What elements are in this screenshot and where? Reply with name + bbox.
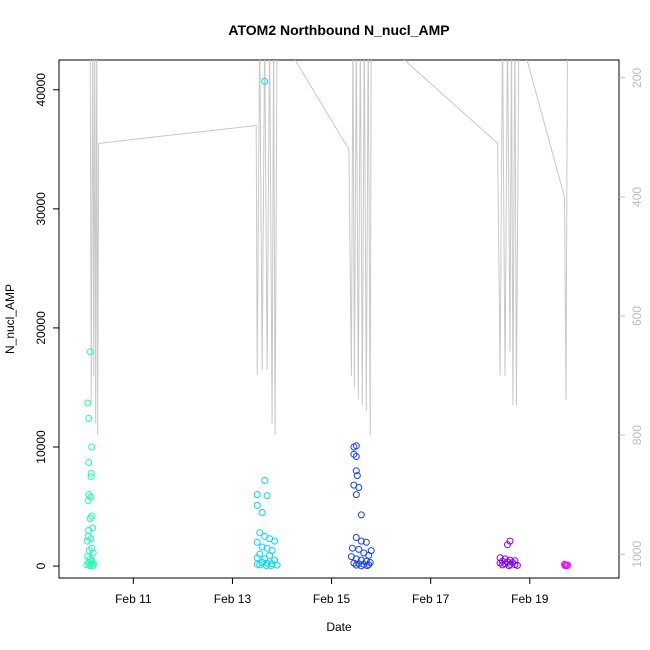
y2-tick-label: 800 bbox=[630, 425, 644, 445]
data-point bbox=[355, 545, 363, 553]
data-point bbox=[258, 509, 266, 516]
x-tick-label: Feb 15 bbox=[313, 592, 351, 606]
x-tick-label: Feb 17 bbox=[412, 592, 450, 606]
data-point bbox=[83, 537, 91, 545]
data-point bbox=[352, 467, 360, 475]
y2-tick-label: 600 bbox=[630, 306, 644, 326]
data-point bbox=[504, 541, 511, 549]
plot-area bbox=[58, 59, 620, 579]
data-point bbox=[365, 561, 373, 569]
data-point bbox=[352, 491, 360, 499]
data-point bbox=[362, 538, 370, 546]
data-point bbox=[352, 453, 360, 460]
y-tick-label: 40000 bbox=[34, 73, 48, 107]
y2-tick-label: 400 bbox=[630, 187, 644, 207]
data-point bbox=[84, 497, 92, 505]
data-point bbox=[271, 537, 279, 545]
y2-tick-label: 1000 bbox=[630, 541, 644, 568]
data-point bbox=[89, 562, 97, 570]
y2-tick-label: 200 bbox=[630, 68, 644, 88]
data-point bbox=[352, 534, 360, 541]
y-tick-label: 10000 bbox=[34, 430, 48, 464]
data-point bbox=[506, 560, 514, 568]
data-point bbox=[253, 538, 261, 546]
data-point bbox=[86, 562, 94, 569]
data-point bbox=[357, 511, 365, 519]
data-point bbox=[355, 484, 363, 491]
data-point bbox=[87, 535, 95, 543]
data-point bbox=[261, 77, 269, 85]
data-point bbox=[505, 562, 513, 570]
data-point bbox=[84, 399, 92, 407]
secondary-line-layer bbox=[89, 60, 568, 436]
plot-frame bbox=[58, 59, 620, 579]
data-point bbox=[87, 473, 95, 481]
x-tick-label: Feb 13 bbox=[214, 592, 252, 606]
data-point bbox=[86, 515, 94, 522]
data-point bbox=[352, 442, 360, 450]
data-point bbox=[499, 561, 506, 569]
data-point bbox=[86, 348, 94, 356]
data-point bbox=[256, 561, 264, 569]
data-point bbox=[88, 443, 96, 451]
y-axis: 0 10000 20000 30000 40000 bbox=[34, 73, 59, 569]
data-point bbox=[258, 543, 266, 551]
data-point bbox=[496, 554, 504, 562]
y-axis-label: N_nucl_AMP bbox=[3, 284, 17, 354]
chart-title: ATOM2 Northbound N_nucl_AMP bbox=[228, 22, 449, 38]
x-axis: Feb 11 Feb 13 Feb 15 Feb 17 Feb 19 bbox=[115, 578, 549, 606]
y2-axis-right: 200 400 600 800 1000 bbox=[619, 68, 644, 568]
data-point bbox=[563, 562, 571, 570]
data-point bbox=[87, 469, 95, 477]
data-point bbox=[256, 529, 264, 537]
data-point bbox=[350, 450, 358, 458]
data-point bbox=[262, 562, 270, 569]
data-point bbox=[348, 544, 356, 552]
data-point bbox=[352, 561, 360, 569]
data-point bbox=[261, 476, 269, 484]
x-tick-label: Feb 11 bbox=[115, 592, 152, 606]
data-point bbox=[253, 491, 261, 499]
data-point bbox=[253, 501, 261, 509]
data-point bbox=[85, 414, 93, 422]
data-point bbox=[266, 551, 274, 559]
x-axis-label: Date bbox=[326, 620, 352, 634]
y-tick-label: 0 bbox=[34, 562, 48, 569]
y-tick-label: 20000 bbox=[34, 311, 48, 345]
y-tick-label: 30000 bbox=[34, 192, 48, 226]
data-point bbox=[89, 524, 97, 532]
data-point bbox=[357, 537, 365, 545]
data-point bbox=[89, 549, 97, 557]
data-point bbox=[267, 562, 275, 570]
data-point bbox=[357, 562, 365, 570]
secondary-series-line bbox=[89, 60, 568, 436]
x-tick-label: Feb 19 bbox=[511, 592, 549, 606]
data-point bbox=[353, 472, 361, 480]
data-point bbox=[513, 561, 521, 569]
data-point bbox=[263, 492, 271, 500]
data-point bbox=[365, 551, 373, 559]
data-point bbox=[90, 560, 98, 568]
data-point bbox=[85, 459, 93, 466]
points-layer bbox=[83, 77, 571, 570]
